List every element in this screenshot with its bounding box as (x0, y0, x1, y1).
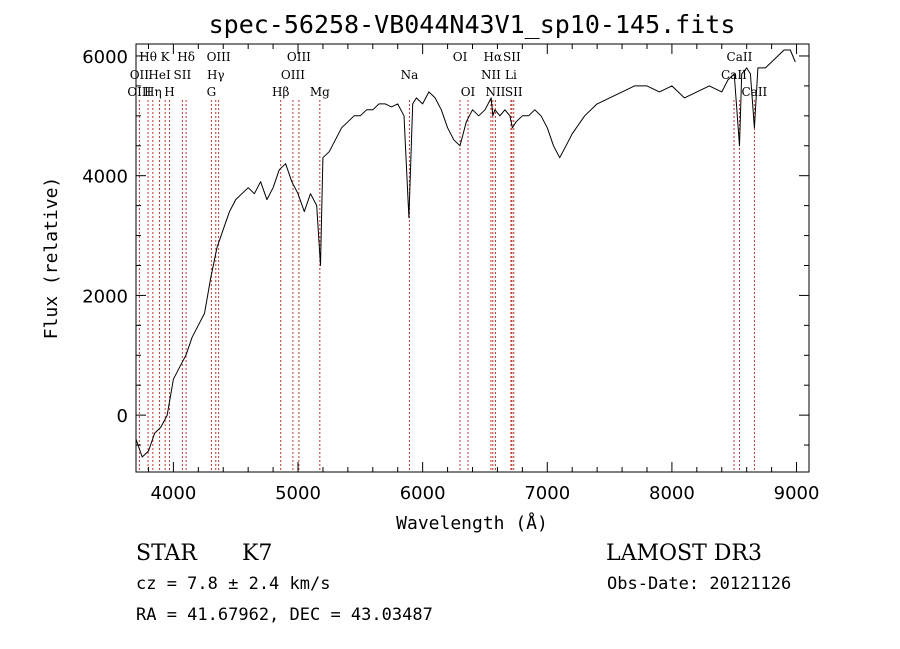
x-tick-label: 5000 (275, 483, 321, 504)
x-tick-label: 6000 (400, 483, 446, 504)
redshift-value: cz = 7.8 ± 2.4 km/s (136, 574, 330, 594)
line-marker-label: SII (503, 50, 521, 64)
y-tick-label: 6000 (82, 47, 128, 68)
line-marker-label: Hδ (177, 50, 195, 64)
y-tick-label: 4000 (82, 167, 128, 188)
line-marker-label: Hβ (272, 85, 289, 99)
line-marker-label: Na (401, 68, 419, 82)
x-tick-label: 8000 (649, 483, 695, 504)
line-marker-label: HeI (148, 68, 171, 82)
line-marker-label: OIII (127, 85, 151, 99)
line-marker-label: OI (453, 50, 468, 64)
chart-title: spec-56258-VB044N43V1_sp10-145.fits (209, 10, 736, 39)
y-axis-label: Flux (relative) (41, 177, 62, 340)
y-tick-label: 0 (117, 406, 128, 427)
line-marker-label: Hθ (139, 50, 157, 64)
line-marker-label: OI (461, 85, 476, 99)
line-marker-label: Hγ (207, 68, 225, 82)
line-marker-label: Hα (484, 50, 503, 64)
object-type: STAR (136, 541, 198, 566)
x-tick-label: 7000 (524, 483, 570, 504)
line-marker-label: NII (481, 68, 501, 82)
spectrum-line (135, 49, 796, 458)
x-tick-label: 9000 (774, 483, 820, 504)
coordinates: RA = 41.67962, DEC = 43.03487 (136, 605, 433, 625)
y-tick-label: 2000 (82, 286, 128, 307)
object-subclass: K7 (242, 541, 272, 566)
line-marker-label: Li (505, 68, 517, 82)
observation-date: Obs-Date: 20121126 (607, 574, 791, 594)
line-marker-label: SII (505, 85, 523, 99)
survey-name: LAMOST DR3 (606, 541, 762, 566)
plot-frame (135, 43, 810, 473)
line-marker-label: K (161, 50, 171, 64)
line-marker-label: Hη (144, 85, 162, 99)
line-marker-label: CaII (727, 50, 753, 64)
line-marker-label: H (164, 85, 174, 99)
x-axis-label: Wavelength (Å) (396, 512, 548, 534)
line-marker-label: OIII (281, 68, 305, 82)
line-marker-label: OIII (207, 50, 231, 64)
line-marker-label: CaII (741, 85, 767, 99)
y-axis-ticks: 0 2000 4000 6000 (82, 47, 809, 446)
line-marker-label: OII (130, 68, 150, 82)
line-marker-label: Mg (310, 85, 330, 99)
line-marker-label: G (207, 85, 217, 99)
x-tick-label: 4000 (150, 483, 196, 504)
line-marker-label: NII (485, 85, 505, 99)
x-axis-ticks: 4000 5000 6000 7000 8000 9000 (147, 44, 820, 504)
line-marker-label: SII (174, 68, 192, 82)
line-marker-label: OIII (287, 50, 311, 64)
